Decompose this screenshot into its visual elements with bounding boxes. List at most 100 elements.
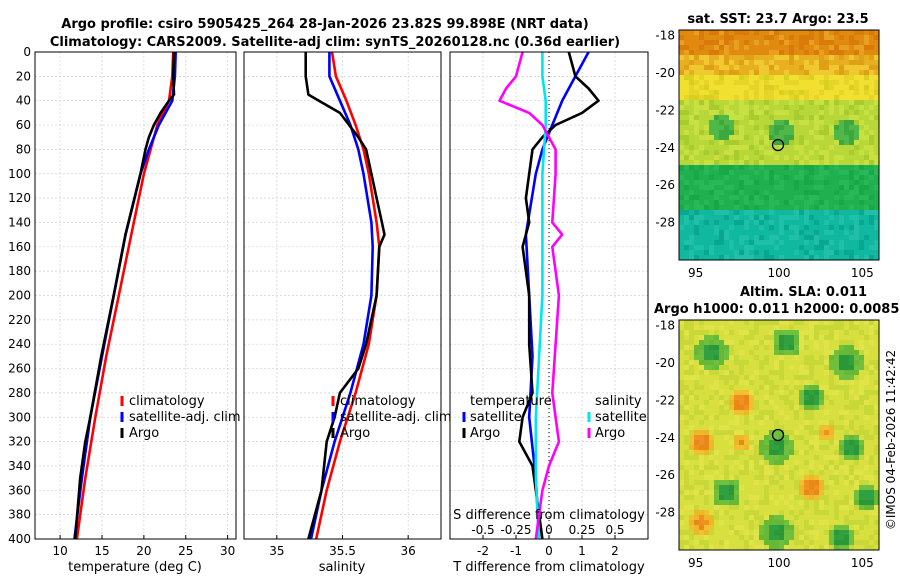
- heatmap-cell: [689, 345, 695, 351]
- heatmap-cell: [719, 130, 725, 136]
- heatmap-cell: [814, 40, 820, 46]
- heatmap-cell: [734, 160, 740, 166]
- heatmap-cell: [829, 445, 835, 451]
- heatmap-cell: [859, 180, 865, 186]
- heatmap-cell: [869, 80, 875, 86]
- heatmap-cell: [839, 105, 845, 111]
- heatmap-cell: [834, 480, 840, 486]
- heatmap-cell: [844, 480, 850, 486]
- heatmap-cell: [704, 525, 710, 531]
- heatmap-cell: [839, 415, 845, 421]
- heatmap-cell: [784, 460, 790, 466]
- legend-satellite-label: satellite-adj. clim: [129, 410, 241, 425]
- heatmap-cell: [839, 250, 845, 256]
- heatmap-cell: [714, 170, 720, 176]
- heatmap-cell: [774, 200, 780, 206]
- heatmap-cell: [769, 525, 775, 531]
- heatmap-cell: [874, 355, 880, 361]
- heatmap-cell: [844, 250, 850, 256]
- heatmap-cell: [809, 65, 815, 71]
- heatmap-cell: [794, 495, 800, 501]
- heatmap-cell: [829, 230, 835, 236]
- heatmap-cell: [744, 210, 750, 216]
- heatmap-cell: [774, 85, 780, 91]
- heatmap-cell: [734, 155, 740, 161]
- heatmap-cell: [734, 540, 740, 546]
- heatmap-cell: [779, 480, 785, 486]
- heatmap-cell: [734, 340, 740, 346]
- heatmap-cell: [774, 335, 780, 341]
- heatmap-cell: [704, 350, 710, 356]
- heatmap-cell: [729, 360, 735, 366]
- heatmap-cell: [704, 330, 710, 336]
- heatmap-cell: [794, 420, 800, 426]
- heatmap-cell: [764, 535, 770, 541]
- heatmap-cell: [684, 215, 690, 221]
- heatmap-cell: [864, 410, 870, 416]
- heatmap-cell: [709, 200, 715, 206]
- heatmap-cell: [694, 230, 700, 236]
- heatmap-cell: [714, 505, 720, 511]
- heatmap-cell: [709, 440, 715, 446]
- heatmap-cell: [814, 340, 820, 346]
- heatmap-cell: [734, 420, 740, 426]
- heatmap-cell: [754, 225, 760, 231]
- heatmap-cell: [854, 365, 860, 371]
- heatmap-cell: [714, 545, 720, 551]
- heatmap-cell: [734, 230, 740, 236]
- heatmap-cell: [779, 90, 785, 96]
- heatmap-cell: [724, 420, 730, 426]
- heatmap-cell: [839, 70, 845, 76]
- heatmap-cell: [764, 255, 770, 261]
- heatmap-cell: [744, 255, 750, 261]
- heatmap-cell: [829, 255, 835, 261]
- heatmap-cell: [794, 505, 800, 511]
- heatmap-cell: [714, 400, 720, 406]
- heatmap-cell: [839, 490, 845, 496]
- heatmap-cell: [724, 190, 730, 196]
- heatmap-cell: [739, 180, 745, 186]
- heatmap-cell: [759, 330, 765, 336]
- heatmap-cell: [779, 120, 785, 126]
- heatmap-cell: [719, 470, 725, 476]
- heatmap-cell: [814, 505, 820, 511]
- heatmap-cell: [819, 105, 825, 111]
- heatmap-cell: [824, 360, 830, 366]
- heatmap-cell: [754, 155, 760, 161]
- heatmap-cell: [854, 415, 860, 421]
- heatmap-cell: [799, 245, 805, 251]
- heatmap-cell: [804, 525, 810, 531]
- heatmap-cell: [709, 450, 715, 456]
- heatmap-cell: [794, 255, 800, 261]
- heatmap-cell: [759, 400, 765, 406]
- heatmap-cell: [739, 335, 745, 341]
- heatmap-cell: [694, 470, 700, 476]
- heatmap-cell: [829, 105, 835, 111]
- heatmap-cell: [854, 150, 860, 156]
- heatmap-cell: [724, 55, 730, 61]
- heatmap-cell: [849, 435, 855, 441]
- heatmap-cell: [839, 430, 845, 436]
- heatmap-cell: [824, 80, 830, 86]
- depth-tick-label: 140: [8, 215, 31, 229]
- heatmap-cell: [779, 225, 785, 231]
- heatmap-cell: [839, 445, 845, 451]
- heatmap-cell: [789, 135, 795, 141]
- heatmap-cell: [684, 340, 690, 346]
- heatmap-cell: [794, 110, 800, 116]
- heatmap-cell: [774, 400, 780, 406]
- heatmap-cell: [739, 250, 745, 256]
- heatmap-cell: [799, 440, 805, 446]
- heatmap-cell: [834, 515, 840, 521]
- depth-tick-label: 100: [8, 167, 31, 181]
- heatmap-cell: [834, 65, 840, 71]
- heatmap-cell: [699, 390, 705, 396]
- heatmap-cell: [679, 480, 685, 486]
- heatmap-cell: [699, 535, 705, 541]
- heatmap-cell: [754, 250, 760, 256]
- heatmap-cell: [699, 400, 705, 406]
- heatmap-cell: [719, 115, 725, 121]
- heatmap-cell: [789, 85, 795, 91]
- heatmap-cell: [779, 470, 785, 476]
- heatmap-cell: [874, 30, 880, 36]
